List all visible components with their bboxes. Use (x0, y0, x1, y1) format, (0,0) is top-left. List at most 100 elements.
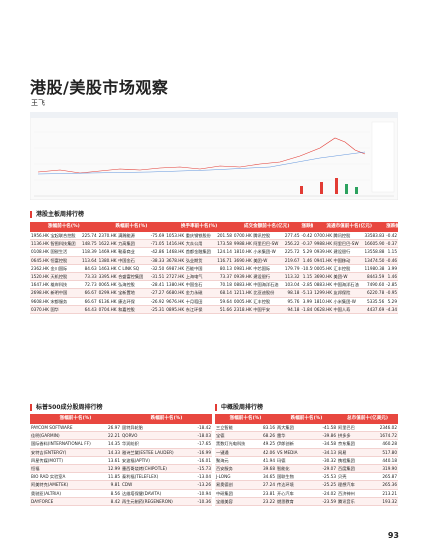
row: 中研集团 23.81 开心汽车 -24.02 百济神州 213.21 (215, 489, 399, 498)
cell: 72.73 (80, 280, 98, 290)
row: 0370.HK 国华 64.43 0704.HK 和嘉控股 -25.31 0895.HK 东江… (30, 305, 398, 315)
cell: 13.61 (92, 456, 121, 466)
cell: -39.86 (312, 431, 337, 441)
screenshot-grid (34, 131, 370, 181)
cell: -2.85 (300, 280, 314, 290)
row: 2362.HK 金川国际 84.63 1463.HK C LINK SQ -32.50 69… (30, 264, 398, 274)
cell: 开心汽车 (276, 489, 312, 498)
cell: 聚海元 (215, 456, 251, 466)
cell: 合盛富控集团 (117, 272, 149, 282)
cell: 49.25 (251, 439, 276, 449)
cell: 319.90 (373, 464, 399, 474)
row: 黑数灯光电科技 49.25 伊郎创新 -34.58 京东集团 460.28 (215, 439, 399, 449)
cell: 1.15 (385, 247, 398, 257)
cell: 0700.HK (232, 232, 253, 241)
row: 1956.HK 宝起联合控股 225.74 2370.HK 满瀚能源 -75.69 1053… (30, 232, 398, 241)
cell: 国锐生活 (49, 247, 81, 257)
cell: 14.35 (92, 439, 121, 449)
cell: 金力永磁 (184, 288, 216, 298)
cell: 1622.HK (97, 239, 118, 249)
row: BIO RAD 实验室A 11.85 泰利福(TELEFLEX) -13.04 (30, 472, 212, 482)
cell: 12.99 (92, 464, 121, 474)
cell: 上海电气 (184, 272, 216, 282)
cell: 9988.HK (313, 239, 333, 249)
cell: CDW (121, 480, 183, 490)
cell: 腾讯控股 (332, 232, 364, 241)
cell: -75.69 (148, 232, 166, 241)
cell: 三立智能 (215, 424, 251, 433)
row: DAYFORCE 8.42 再生元制药(REGENERON) -10.36 (30, 497, 212, 507)
cell: 智图科技集团 (49, 239, 81, 249)
cell: -31.51 (148, 272, 166, 282)
cell: 理想汽车 (337, 480, 373, 490)
cell: 1674.72 (373, 431, 399, 441)
header-row: 涨幅前十名(%) 跌幅前十名(%) 总市值前十(亿美元) (215, 414, 399, 424)
cell: -4.34 (385, 305, 398, 315)
cell: 奥驰亚(ALTRIA) (30, 489, 92, 498)
cell: 0939.HK (313, 247, 333, 257)
header-cell: 涨幅前十名(%) (30, 222, 98, 232)
cell: 贝壳 (337, 472, 373, 482)
cell: 84.63 (80, 264, 98, 274)
cell: 83.16 (251, 424, 276, 433)
cell: 5.29 (385, 297, 398, 306)
header-cell: 跌幅前十名(%) (276, 414, 337, 424)
hk-table: 涨幅前十名(%)跌幅前十名(%)换手率前十名(%)成交金额前十名(亿元)涨跌幅(… (30, 222, 398, 315)
cell: 41.94 (251, 456, 276, 466)
cell: 9.81 (92, 480, 121, 490)
cell: 国华 (49, 305, 81, 315)
cell: -42.86 (148, 247, 166, 257)
header-cell: 涨跌幅(%) (300, 222, 314, 232)
cell: 金川国际 (49, 264, 81, 274)
cell: 2370.HK (97, 232, 118, 241)
header-cell: 流通市值前十名(亿元) (313, 222, 386, 232)
cell: 0895.HK (165, 305, 185, 315)
cell: -16.01 (183, 456, 212, 466)
header-row: 涨幅前十名(%) 跌幅前十名(%) (30, 414, 212, 424)
cell: 3690.HK (313, 272, 333, 282)
row: 阿美特克(AMETEK) 9.81 CDW -13.26 (30, 480, 212, 490)
cell: 0883.HK (232, 280, 253, 290)
cell: 225.72 (283, 247, 301, 257)
cell: -0.42 (300, 232, 314, 241)
cell: 5335.56 (363, 297, 386, 306)
cell: 1299.HK (313, 288, 333, 298)
cell: 80.13 (215, 264, 233, 274)
cell: 0005.HK (313, 264, 333, 274)
cell: 3.99 (385, 264, 398, 274)
row: 国际香料(INTERNATIONAL FF) 14.35 华润纺织 -17.65 (30, 439, 212, 449)
cell: 3690.HK (232, 256, 253, 265)
cell: -26.92 (148, 297, 166, 306)
cell: 京东集团 (337, 439, 373, 449)
page-number: 93 (387, 531, 399, 540)
cell: 124.14 (215, 247, 233, 257)
cell: 1468.HK (165, 247, 185, 257)
screenshot-frame (30, 112, 398, 200)
cell: 中研集团 (215, 489, 251, 498)
screenshot-volume-down (345, 184, 358, 194)
cell: 256.22 (283, 239, 301, 249)
cell: 达维塔保健(DAVITA) (121, 489, 183, 498)
row: J-LONG 34.65 国联生物 -25.53 贝壳 265.87 (215, 472, 399, 482)
cell: 3395.HK (97, 272, 118, 282)
cell: PAYCOM SOFTWARE (30, 424, 92, 433)
cell: 1211.HK (232, 288, 253, 298)
cell: 腾讯音乐 (337, 497, 373, 507)
cell: 腾讯控股 (252, 232, 284, 241)
cell: 百能中国 (184, 264, 216, 274)
cell: 1.15 (300, 272, 314, 282)
cell: 安波福(APTIV) (121, 456, 183, 466)
row: 佳明(GARMIN) 22.21 QORVO -18.03 (30, 431, 212, 441)
cell: 22.21 (92, 431, 121, 441)
cell: -18.42 (183, 424, 212, 433)
cell: 建设银行 (332, 247, 364, 257)
row: 三立智能 83.16 两大集团 -41.58 阿里巴巴 2346.02 (215, 424, 399, 433)
cell: 再生元制药(REGENERON) (121, 497, 183, 507)
cell: 0005.HK (232, 297, 253, 306)
cell: 1380.HK (165, 280, 185, 290)
cell: -10.36 (183, 497, 212, 507)
cell: 265.36 (373, 480, 399, 490)
cell: 弘业期货 (184, 256, 216, 265)
cell: 伊郎创新 (276, 439, 312, 449)
cell: 1463.HK (97, 264, 118, 274)
